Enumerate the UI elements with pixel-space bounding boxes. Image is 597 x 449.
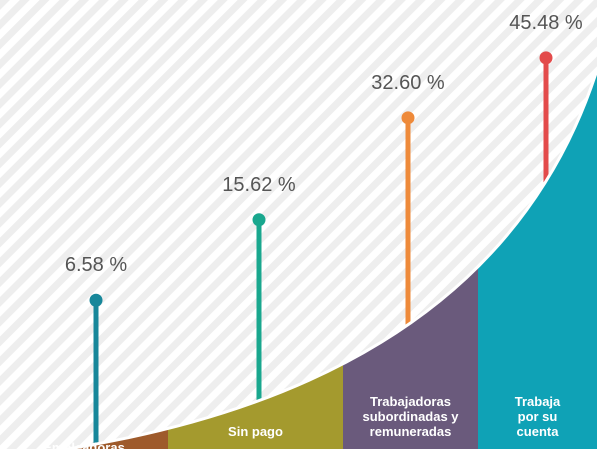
category-label: Empleadoras <box>43 440 125 449</box>
dot <box>539 51 553 65</box>
category-label: Trabajadoras subordinadas y remuneradas <box>362 394 459 439</box>
value-label: 15.62 % <box>222 173 296 196</box>
category-label: Trabaja por su cuenta <box>514 394 561 439</box>
dot <box>89 293 103 307</box>
curve <box>57 69 597 449</box>
category-label: Sin pago <box>228 424 283 439</box>
value-label: 32.60 % <box>371 71 445 94</box>
dot <box>252 213 266 227</box>
dot <box>401 111 415 125</box>
value-label: 6.58 % <box>64 254 128 277</box>
value-label: 45.48 % <box>509 11 583 34</box>
